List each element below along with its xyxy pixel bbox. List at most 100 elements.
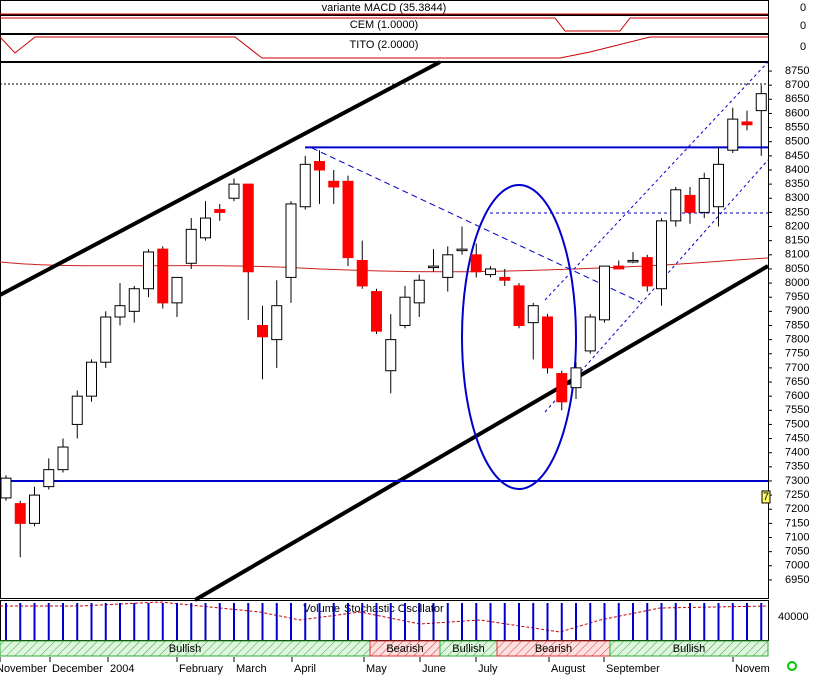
candle-body xyxy=(14,503,26,524)
trendline xyxy=(0,60,441,297)
y-tick-label: 7100 xyxy=(785,531,809,543)
candle-body xyxy=(57,446,69,471)
candle-body xyxy=(200,217,211,239)
y-tick-label: 8750 xyxy=(785,65,809,77)
candle-body xyxy=(314,161,325,171)
oscillator-title: Stochastic Oscillator xyxy=(344,603,444,615)
moving-average xyxy=(0,257,769,273)
last-marker: 7 xyxy=(763,491,769,503)
y-tick-label: 6950 xyxy=(785,574,809,586)
y-tick-label: 8050 xyxy=(785,263,809,275)
candle-body xyxy=(641,257,653,287)
candle-body xyxy=(741,121,753,126)
y-tick-label: 7700 xyxy=(785,362,809,374)
panel-tick: 0 xyxy=(800,20,806,32)
y-tick-label: 8550 xyxy=(785,121,809,133)
candle-body xyxy=(285,203,297,278)
tito-line xyxy=(0,36,768,59)
candle-body xyxy=(271,305,283,341)
candle-body xyxy=(627,259,639,263)
y-tick-label: 7500 xyxy=(785,418,809,430)
candle-body xyxy=(485,268,496,276)
panel-frames xyxy=(0,0,769,641)
panel-tick: 0 xyxy=(800,41,806,53)
candle-body xyxy=(242,183,254,273)
candle-body xyxy=(542,316,553,369)
signal-label: Bullish xyxy=(452,643,484,655)
x-tick-label: Novem xyxy=(735,663,770,675)
y-tick-label: 8000 xyxy=(785,277,809,289)
y-tick-label: 7600 xyxy=(785,390,809,402)
y-tick-label: 7800 xyxy=(785,334,809,346)
signal-label: Bullish xyxy=(169,643,201,655)
y-tick-label: 7150 xyxy=(785,517,809,529)
signal-band xyxy=(609,640,769,657)
candle-body xyxy=(29,494,40,524)
candle-body xyxy=(71,395,83,425)
y-tick-label: 8600 xyxy=(785,107,809,119)
candle-body xyxy=(599,265,610,321)
candle-body xyxy=(0,477,12,499)
candle-body xyxy=(86,361,97,397)
y-tick-label: 8250 xyxy=(785,206,809,218)
y-tick-label: 8150 xyxy=(785,235,809,247)
channel-line xyxy=(544,61,769,301)
candle-body xyxy=(385,339,397,372)
y-tick-label: 7200 xyxy=(785,503,809,515)
x-tick-label: May xyxy=(366,663,387,675)
candle-body xyxy=(456,248,468,252)
ellipse xyxy=(461,184,577,490)
candle-body xyxy=(257,324,268,338)
y-tick-label: 7250 xyxy=(785,489,809,501)
y-tick-label: 7050 xyxy=(785,546,809,558)
last-marker-box xyxy=(761,490,771,504)
candle-body xyxy=(670,189,682,222)
y-tick-label: 8350 xyxy=(785,178,809,190)
x-tick-label: June xyxy=(422,663,446,675)
x-tick-label: August xyxy=(551,663,585,675)
candle-body xyxy=(684,194,696,213)
cem-line xyxy=(0,17,768,32)
candle-body xyxy=(399,296,411,326)
candle-body xyxy=(43,469,55,488)
volume-tick: 40000 xyxy=(778,611,809,623)
candle-body xyxy=(342,180,354,259)
dashed-trendline xyxy=(311,147,641,303)
y-tick-label: 7000 xyxy=(785,560,809,572)
candle-body xyxy=(214,209,226,213)
trendline xyxy=(193,264,770,602)
candle-body xyxy=(698,177,710,213)
candle-body xyxy=(584,316,596,352)
candle-body xyxy=(100,316,112,363)
signal-label: Bearish xyxy=(535,643,572,655)
candle-body xyxy=(371,291,382,332)
y-tick-label: 8500 xyxy=(785,136,809,148)
y-tick-label: 7350 xyxy=(785,461,809,473)
candle-body xyxy=(513,285,525,326)
candle-body xyxy=(328,180,340,188)
candle-body xyxy=(157,248,169,304)
y-tick-label: 8650 xyxy=(785,93,809,105)
y-tick-label: 8200 xyxy=(785,220,809,232)
y-tick-label: 7450 xyxy=(785,432,809,444)
candle-body xyxy=(727,118,739,151)
candle-body xyxy=(185,228,197,264)
x-tick-label: March xyxy=(236,663,267,675)
volume-title: Volume xyxy=(303,603,340,615)
candle-body xyxy=(499,276,511,281)
status-icon xyxy=(787,661,797,671)
candle-body xyxy=(470,254,482,273)
x-tick-label: 2004 xyxy=(110,663,134,675)
candle-body xyxy=(755,93,767,112)
signal-label: Bullish xyxy=(673,643,705,655)
y-tick-label: 8700 xyxy=(785,79,809,91)
y-tick-label: 7400 xyxy=(785,447,809,459)
x-tick-label: February xyxy=(179,663,224,675)
candle-body xyxy=(527,305,539,324)
x-tick-label: September xyxy=(606,663,660,675)
y-tick-label: 7750 xyxy=(785,348,809,360)
candle-body xyxy=(428,265,439,269)
x-tick-label: November xyxy=(0,663,47,675)
signal-label: Bearish xyxy=(386,643,423,655)
